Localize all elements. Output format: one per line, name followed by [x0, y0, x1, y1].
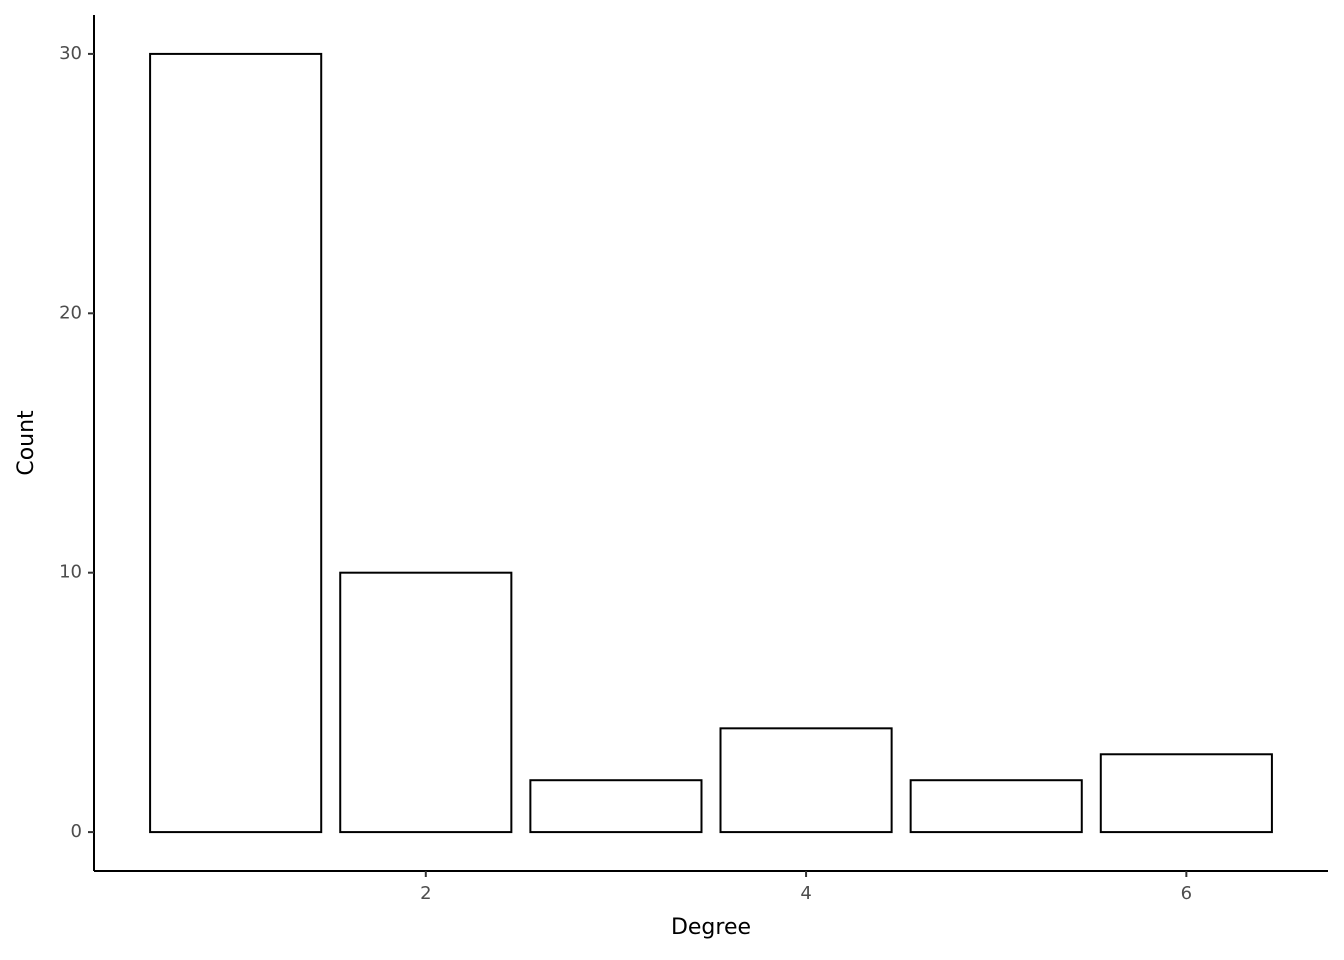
- y-tick-label: 0: [71, 821, 82, 842]
- bar: [1099, 753, 1273, 834]
- y-axis-title: Count: [14, 410, 39, 476]
- bar: [339, 571, 513, 834]
- y-tick-label: 30: [59, 43, 82, 64]
- x-tick-label: 4: [800, 883, 811, 904]
- x-tick-label: 2: [420, 883, 431, 904]
- bar: [529, 779, 703, 834]
- x-tick-label: 6: [1181, 883, 1192, 904]
- y-tick-label: 10: [59, 562, 82, 583]
- bar: [719, 727, 893, 834]
- y-tick-label: 20: [59, 302, 82, 323]
- x-axis-title: Degree: [671, 915, 751, 940]
- bar: [909, 779, 1083, 834]
- bar: [149, 52, 323, 834]
